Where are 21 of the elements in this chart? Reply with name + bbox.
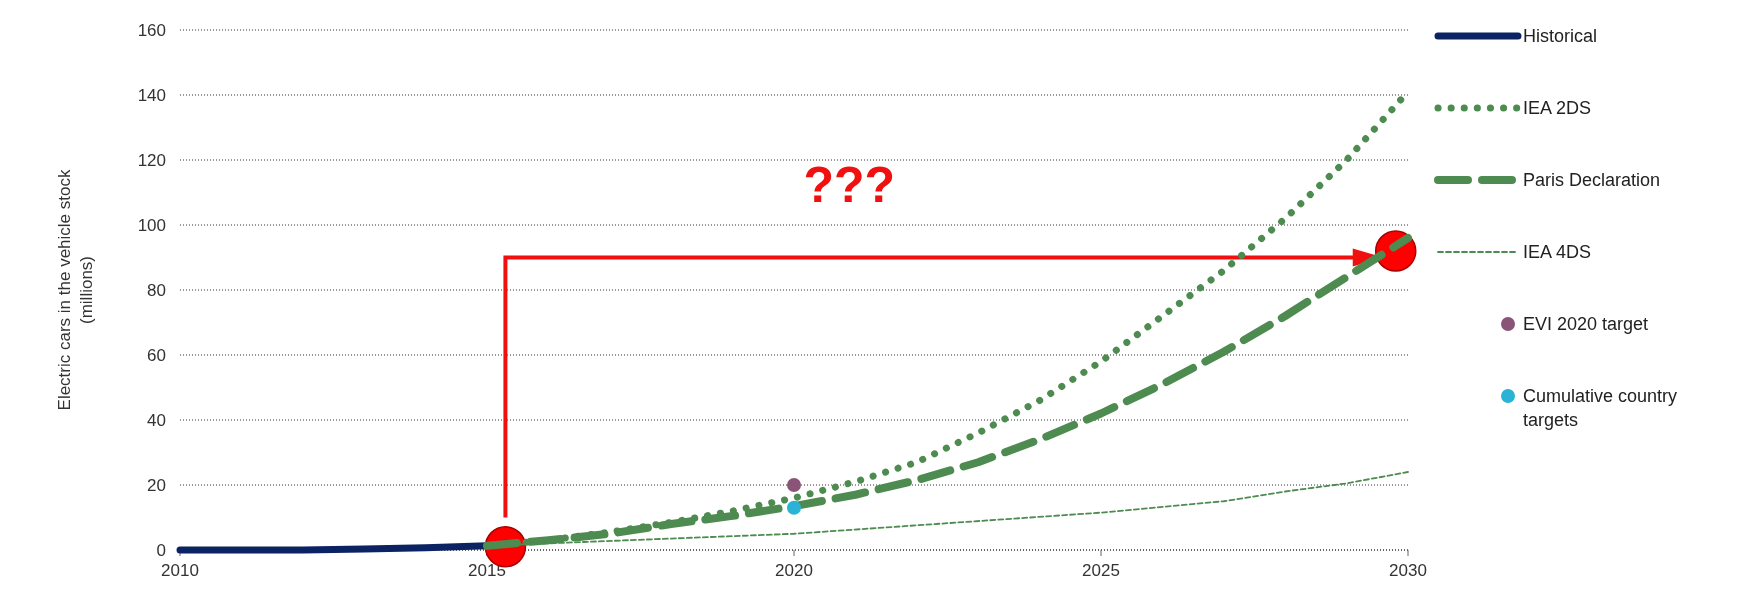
y-tick-label: 120: [137, 151, 166, 170]
legend-label: EVI 2020 target: [1523, 314, 1649, 334]
annotation: ???: [803, 157, 896, 214]
y-tick-label: 60: [147, 346, 166, 365]
x-tick-label: 2020: [775, 561, 813, 580]
y-tick-label: 100: [137, 216, 166, 235]
y-tick-label: 0: [156, 541, 166, 560]
x-tick-label: 2025: [1082, 561, 1120, 580]
y-tick-label: 160: [137, 21, 166, 40]
legend-label: Cumulative country targets: [1523, 386, 1678, 430]
legend-label: IEA 2DS: [1523, 98, 1592, 118]
legend-label: Historical: [1523, 26, 1598, 46]
y-tick-label: 80: [147, 281, 166, 300]
x-tick-label: 2030: [1389, 561, 1427, 580]
legend-label: IEA 4DS: [1523, 242, 1592, 262]
y-tick-label: 140: [137, 86, 166, 105]
y-tick-label: 40: [147, 411, 166, 430]
y-axis-title: Electric cars in the vehicle stock (millions): [55, 169, 96, 411]
legend-label: Paris Declaration: [1523, 170, 1661, 190]
x-tick-label: 2010: [161, 561, 199, 580]
y-tick-label: 20: [147, 476, 166, 495]
